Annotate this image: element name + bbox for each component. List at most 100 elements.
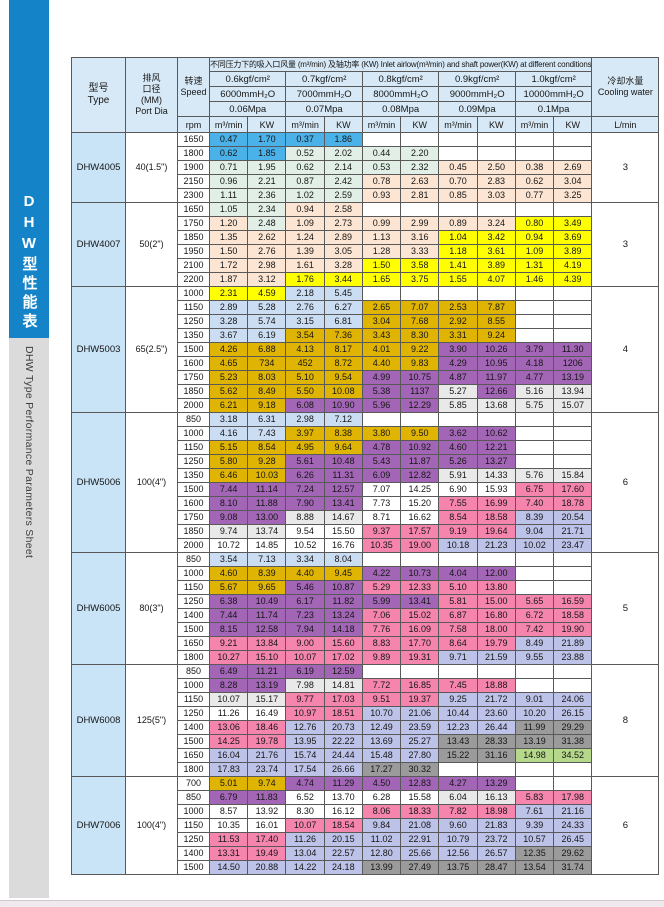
flow-value-cell: 0.89 [438, 216, 478, 231]
power-value-cell: 5.74 [247, 314, 287, 329]
power-value-cell: 3.24 [476, 216, 516, 231]
flow-value-cell [438, 132, 478, 147]
rpm-cell: 1150 [177, 692, 210, 707]
flow-value-cell: 15.22 [438, 748, 478, 763]
rpm-cell: 2200 [177, 272, 210, 287]
flow-value-cell: 9.71 [438, 650, 478, 665]
rpm-cell: 1350 [177, 468, 210, 483]
flow-value-cell: 9.01 [514, 692, 555, 707]
flow-value-cell: 4.26 [208, 342, 249, 357]
table-row: 1500 8.15 12.58 7.94 14.18 7.76 16.09 7.58 18.00… [72, 622, 659, 637]
power-value-cell: 6.31 [247, 412, 287, 427]
power-value-cell [553, 286, 593, 301]
flow-value-cell: 0.71 [208, 160, 249, 175]
power-value-cell [553, 552, 593, 567]
power-value-cell: 9.45 [323, 566, 363, 581]
power-value-cell: 21.76 [247, 748, 287, 763]
flow-value-cell: 10.18 [438, 538, 478, 553]
flow-value-cell: 1.35 [208, 230, 249, 245]
power-value-cell: 10.62 [476, 426, 516, 441]
flow-value-cell [514, 678, 555, 693]
power-value-cell: 15.58 [400, 790, 440, 805]
power-value-cell: 3.33 [400, 244, 440, 259]
power-value-cell: 21.16 [553, 804, 593, 819]
flow-value-cell: 9.60 [438, 818, 478, 833]
flow-value-cell: 6.21 [208, 398, 249, 413]
flow-value-cell: 8.71 [361, 510, 402, 525]
power-value-cell: 2.20 [400, 146, 440, 161]
power-value-cell [476, 762, 516, 777]
power-value-cell: 3.44 [323, 272, 363, 287]
power-value-cell: 19.90 [553, 622, 593, 637]
power-value-cell: 29.62 [553, 846, 593, 861]
power-value-cell: 13.80 [476, 580, 516, 595]
power-value-cell: 13.41 [400, 594, 440, 609]
rpm-cell: 1000 [177, 678, 210, 693]
header-pressure-mpa-0: 0.06Mpa [208, 101, 287, 117]
power-value-cell [400, 552, 440, 567]
flow-value-cell: 5.91 [438, 468, 478, 483]
flow-value-cell: 15.48 [361, 748, 402, 763]
power-value-cell: 9.24 [476, 328, 516, 343]
model-cell: DHW4007 [71, 202, 126, 287]
flow-value-cell: 5.01 [208, 776, 249, 791]
flow-value-cell: 6.87 [438, 608, 478, 623]
power-value-cell: 18.00 [476, 622, 516, 637]
power-value-cell: 17.03 [323, 692, 363, 707]
power-value-cell: 2.02 [323, 146, 363, 161]
table-row: DHW6008 125(5") 850 6.49 11.21 6.19 12.59 8 [71, 664, 660, 777]
flow-value-cell: 1.31 [514, 258, 555, 273]
flow-value-cell: 4.04 [438, 566, 478, 581]
port-dia-cell: 100(4") [125, 776, 178, 875]
flow-value-cell: 1.76 [285, 272, 325, 287]
port-dia-cell: 80(3") [125, 552, 178, 665]
flow-value-cell: 2.31 [208, 286, 249, 301]
flow-value-cell: 4.40 [285, 566, 325, 581]
flow-value-cell: 10.97 [285, 706, 325, 721]
flow-value-cell: 0.99 [361, 216, 402, 231]
power-value-cell: 16.01 [247, 818, 287, 833]
power-value-cell: 12.59 [323, 664, 363, 679]
power-value-cell [400, 664, 440, 679]
flow-value-cell: 4.18 [514, 356, 555, 371]
flow-value-cell: 12.76 [285, 720, 325, 735]
power-value-cell: 10.90 [323, 398, 363, 413]
power-value-cell: 7.12 [323, 412, 363, 427]
flow-value-cell: 5.16 [514, 384, 555, 399]
performance-table: 型号 Type 排风 口径 (MM) Port Dia 转速 Speed 不同压力下的吸入口风量… [71, 57, 660, 875]
power-value-cell: 2.83 [476, 174, 516, 189]
rpm-cell: 1750 [177, 216, 210, 231]
flow-value-cell: 1.50 [361, 258, 402, 273]
power-value-cell: 28.47 [476, 860, 516, 875]
table-row: 1500 14.50 20.88 14.22 24.18 13.99 27.49 13.75 2… [72, 860, 659, 875]
cooling-water-cell: 3 [591, 132, 660, 203]
power-value-cell: 16.62 [400, 510, 440, 525]
power-value-cell [476, 202, 516, 217]
flow-value-cell: 9.84 [361, 818, 402, 833]
flow-value-cell: 4.13 [285, 342, 325, 357]
power-value-cell: 23.60 [476, 706, 516, 721]
flow-value-cell: 1.55 [438, 272, 478, 287]
power-value-cell: 17.70 [400, 636, 440, 651]
flow-value-cell: 10.07 [208, 692, 249, 707]
table-row: 1250 5.80 9.28 5.61 10.48 5.43 11.87 5.26 13.27 [72, 454, 659, 469]
rpm-cell: 1250 [177, 832, 210, 847]
flow-value-cell: 9.19 [438, 524, 478, 539]
flow-value-cell [514, 300, 555, 315]
rpm-cell: 1850 [177, 384, 210, 399]
flow-value-cell: 8.28 [208, 678, 249, 693]
flow-value-cell: 11.53 [208, 832, 249, 847]
flow-value-cell: 8.10 [208, 496, 249, 511]
power-value-cell: 7.07 [400, 300, 440, 315]
power-value-cell: 20.73 [323, 720, 363, 735]
power-value-cell: 6.27 [323, 300, 363, 315]
flow-value-cell: 10.02 [514, 538, 555, 553]
header-port-dia: 排风 口径 (MM) Port Dia [125, 57, 178, 133]
power-value-cell: 7.13 [247, 552, 287, 567]
power-value-cell: 14.18 [323, 622, 363, 637]
rpm-cell: 1150 [177, 580, 210, 595]
power-value-cell: 18.54 [323, 818, 363, 833]
flow-value-cell: 13.95 [285, 734, 325, 749]
flow-value-cell: 5.67 [208, 580, 249, 595]
power-value-cell: 31.16 [476, 748, 516, 763]
